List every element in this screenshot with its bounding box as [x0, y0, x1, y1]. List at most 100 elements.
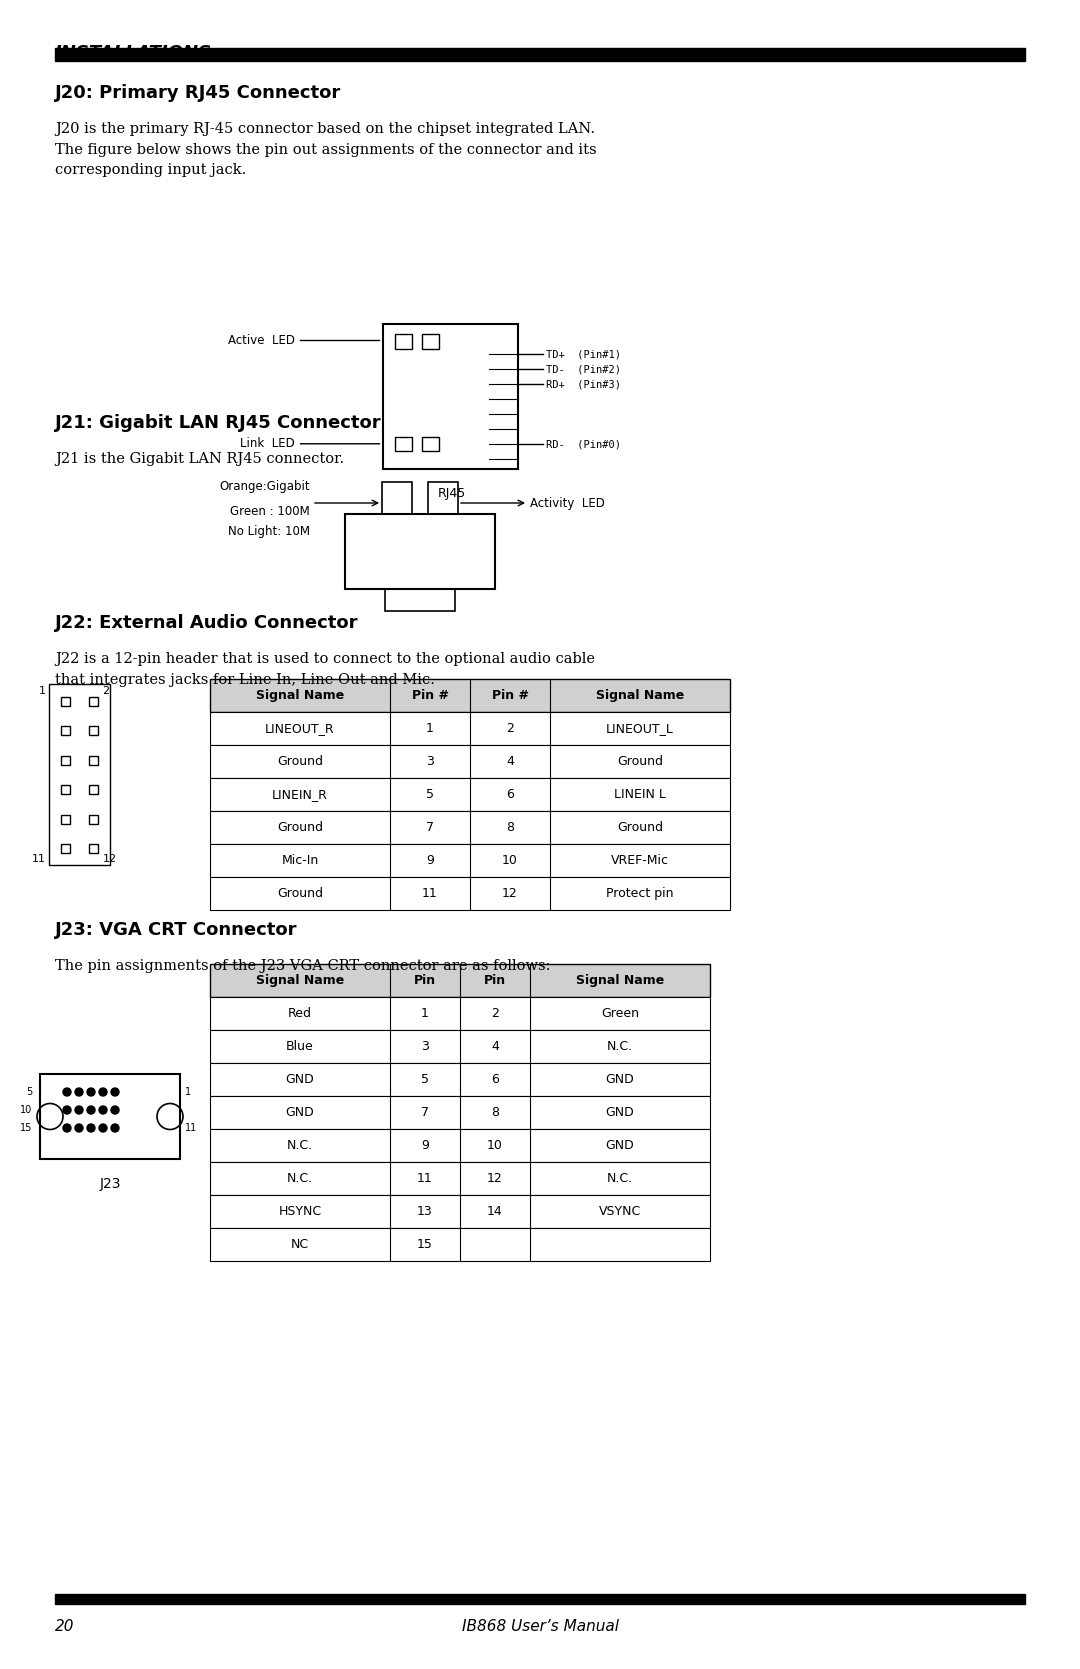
- Text: 2: 2: [103, 686, 110, 696]
- Text: 5: 5: [421, 1073, 429, 1087]
- Text: Mic-In: Mic-In: [282, 855, 319, 866]
- Text: LINEIN L: LINEIN L: [615, 788, 666, 801]
- Text: Signal Name: Signal Name: [256, 689, 345, 703]
- Text: 15: 15: [19, 1123, 32, 1133]
- Bar: [345, 514, 495, 589]
- Text: J22 is a 12-pin header that is used to connect to the optional audio cable
that : J22 is a 12-pin header that is used to c…: [55, 653, 595, 686]
- Text: 1: 1: [427, 723, 434, 734]
- Text: GND: GND: [606, 1107, 634, 1118]
- Text: 11: 11: [417, 1172, 433, 1185]
- Text: 1: 1: [421, 1006, 429, 1020]
- Circle shape: [111, 1123, 119, 1132]
- Text: Ground: Ground: [276, 821, 323, 834]
- Circle shape: [99, 1088, 107, 1097]
- Text: Red: Red: [288, 1006, 312, 1020]
- Text: TD+  (Pin#1): TD+ (Pin#1): [545, 349, 621, 359]
- Circle shape: [63, 1088, 71, 1097]
- Bar: [394, 437, 411, 451]
- Text: TD-  (Pin#2): TD- (Pin#2): [545, 364, 621, 374]
- Text: GND: GND: [606, 1138, 634, 1152]
- Text: 3: 3: [427, 754, 434, 768]
- Bar: [210, 778, 730, 811]
- Bar: [210, 1063, 710, 1097]
- Text: 10: 10: [487, 1138, 503, 1152]
- Text: 11: 11: [422, 886, 437, 900]
- Text: Pin #: Pin #: [491, 689, 528, 703]
- Text: N.C.: N.C.: [607, 1040, 633, 1053]
- Text: 13: 13: [417, 1205, 433, 1218]
- Bar: [382, 324, 517, 469]
- Bar: [384, 589, 455, 611]
- Text: LINEIN_R: LINEIN_R: [272, 788, 328, 801]
- Circle shape: [75, 1123, 83, 1132]
- Text: GND: GND: [285, 1107, 314, 1118]
- Bar: [89, 814, 97, 823]
- Bar: [210, 1162, 710, 1195]
- Text: 11: 11: [32, 853, 46, 863]
- Text: Pin: Pin: [484, 975, 507, 986]
- Bar: [210, 1195, 710, 1228]
- Text: 1: 1: [39, 686, 46, 696]
- Text: Ground: Ground: [276, 886, 323, 900]
- Text: RJ45: RJ45: [438, 487, 467, 501]
- Bar: [60, 726, 69, 734]
- Text: Signal Name: Signal Name: [256, 975, 345, 986]
- Bar: [60, 756, 69, 764]
- Bar: [210, 744, 730, 778]
- Text: 12: 12: [103, 853, 117, 863]
- Text: Pin: Pin: [414, 975, 436, 986]
- Text: Link  LED: Link LED: [240, 437, 295, 451]
- Bar: [89, 726, 97, 734]
- Bar: [210, 1128, 710, 1162]
- Text: J22: External Audio Connector: J22: External Audio Connector: [55, 614, 359, 633]
- Bar: [394, 334, 411, 349]
- Text: 7: 7: [421, 1107, 429, 1118]
- Text: 12: 12: [502, 886, 518, 900]
- Text: IB868 User’s Manual: IB868 User’s Manual: [461, 1619, 619, 1634]
- Text: 15: 15: [417, 1238, 433, 1252]
- Text: 4: 4: [491, 1040, 499, 1053]
- Text: 6: 6: [491, 1073, 499, 1087]
- Text: LINEOUT_R: LINEOUT_R: [266, 723, 335, 734]
- Text: Green: Green: [600, 1006, 639, 1020]
- Text: 4: 4: [507, 754, 514, 768]
- Text: 2: 2: [507, 723, 514, 734]
- Text: Green : 100M: Green : 100M: [230, 506, 310, 517]
- Bar: [382, 482, 411, 514]
- Bar: [421, 437, 438, 451]
- Text: HSYNC: HSYNC: [279, 1205, 322, 1218]
- Text: N.C.: N.C.: [287, 1138, 313, 1152]
- Text: 8: 8: [507, 821, 514, 834]
- Text: GND: GND: [606, 1073, 634, 1087]
- Text: Protect pin: Protect pin: [606, 886, 674, 900]
- Text: GND: GND: [285, 1073, 314, 1087]
- Text: LINEOUT_L: LINEOUT_L: [606, 723, 674, 734]
- Bar: [89, 784, 97, 794]
- Text: 10: 10: [502, 855, 518, 866]
- Text: RD-  (Pin#0): RD- (Pin#0): [545, 439, 621, 449]
- Bar: [210, 713, 730, 744]
- Bar: [60, 784, 69, 794]
- Bar: [421, 334, 438, 349]
- Text: Active  LED: Active LED: [228, 334, 295, 347]
- Text: Signal Name: Signal Name: [596, 689, 684, 703]
- Text: 2: 2: [491, 1006, 499, 1020]
- Circle shape: [111, 1107, 119, 1113]
- Text: Signal Name: Signal Name: [576, 975, 664, 986]
- Bar: [428, 482, 458, 514]
- Bar: [40, 1073, 180, 1158]
- Circle shape: [87, 1123, 95, 1132]
- Bar: [210, 965, 710, 996]
- Text: J23: J23: [100, 1177, 121, 1192]
- Text: 9: 9: [421, 1138, 429, 1152]
- Bar: [55, 1594, 1025, 1604]
- Circle shape: [111, 1088, 119, 1097]
- Circle shape: [63, 1107, 71, 1113]
- Bar: [60, 845, 69, 853]
- Bar: [210, 876, 730, 910]
- Text: VSYNC: VSYNC: [599, 1205, 642, 1218]
- Circle shape: [99, 1123, 107, 1132]
- Text: 7: 7: [426, 821, 434, 834]
- Text: 20: 20: [55, 1619, 75, 1634]
- Text: VREF-Mic: VREF-Mic: [611, 855, 669, 866]
